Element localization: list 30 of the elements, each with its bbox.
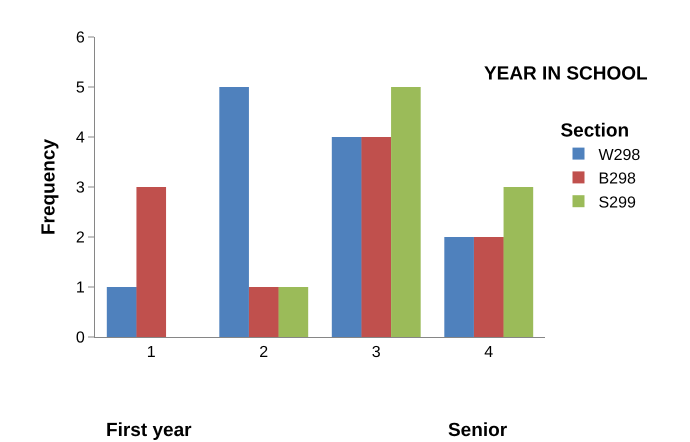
bar [361, 137, 392, 337]
y-axis-title: Frequency [38, 138, 60, 236]
y-tick-label: 3 [76, 180, 85, 197]
text: Senior [448, 420, 508, 441]
bar [278, 287, 308, 337]
bar [248, 287, 279, 337]
y-tick-label: 1 [76, 280, 85, 297]
legend-label: B298 [598, 170, 636, 188]
bar [444, 237, 474, 337]
y-tick-label: 0 [76, 330, 85, 347]
y-tick-label: 2 [76, 230, 85, 247]
bar [106, 287, 136, 337]
legend-title: Section [560, 120, 630, 142]
bar [391, 87, 421, 337]
legend-label: S299 [598, 194, 636, 212]
x-tick-label: 2 [259, 344, 268, 362]
bar [504, 187, 534, 337]
x-tick-label: 3 [372, 344, 381, 362]
x-tick-label: 1 [146, 344, 156, 362]
legend-label: W298 [598, 146, 640, 164]
text: YEAR IN SCHOOL [484, 64, 648, 85]
bar [474, 237, 504, 337]
bar [332, 137, 362, 337]
y-tick-label: 5 [76, 80, 85, 97]
y-tick-label: 6 [76, 30, 85, 47]
text: First year [106, 420, 192, 441]
bar [136, 187, 166, 337]
x-tick-label: 4 [484, 344, 494, 362]
y-tick-label: 4 [76, 130, 85, 147]
bar [219, 87, 249, 337]
